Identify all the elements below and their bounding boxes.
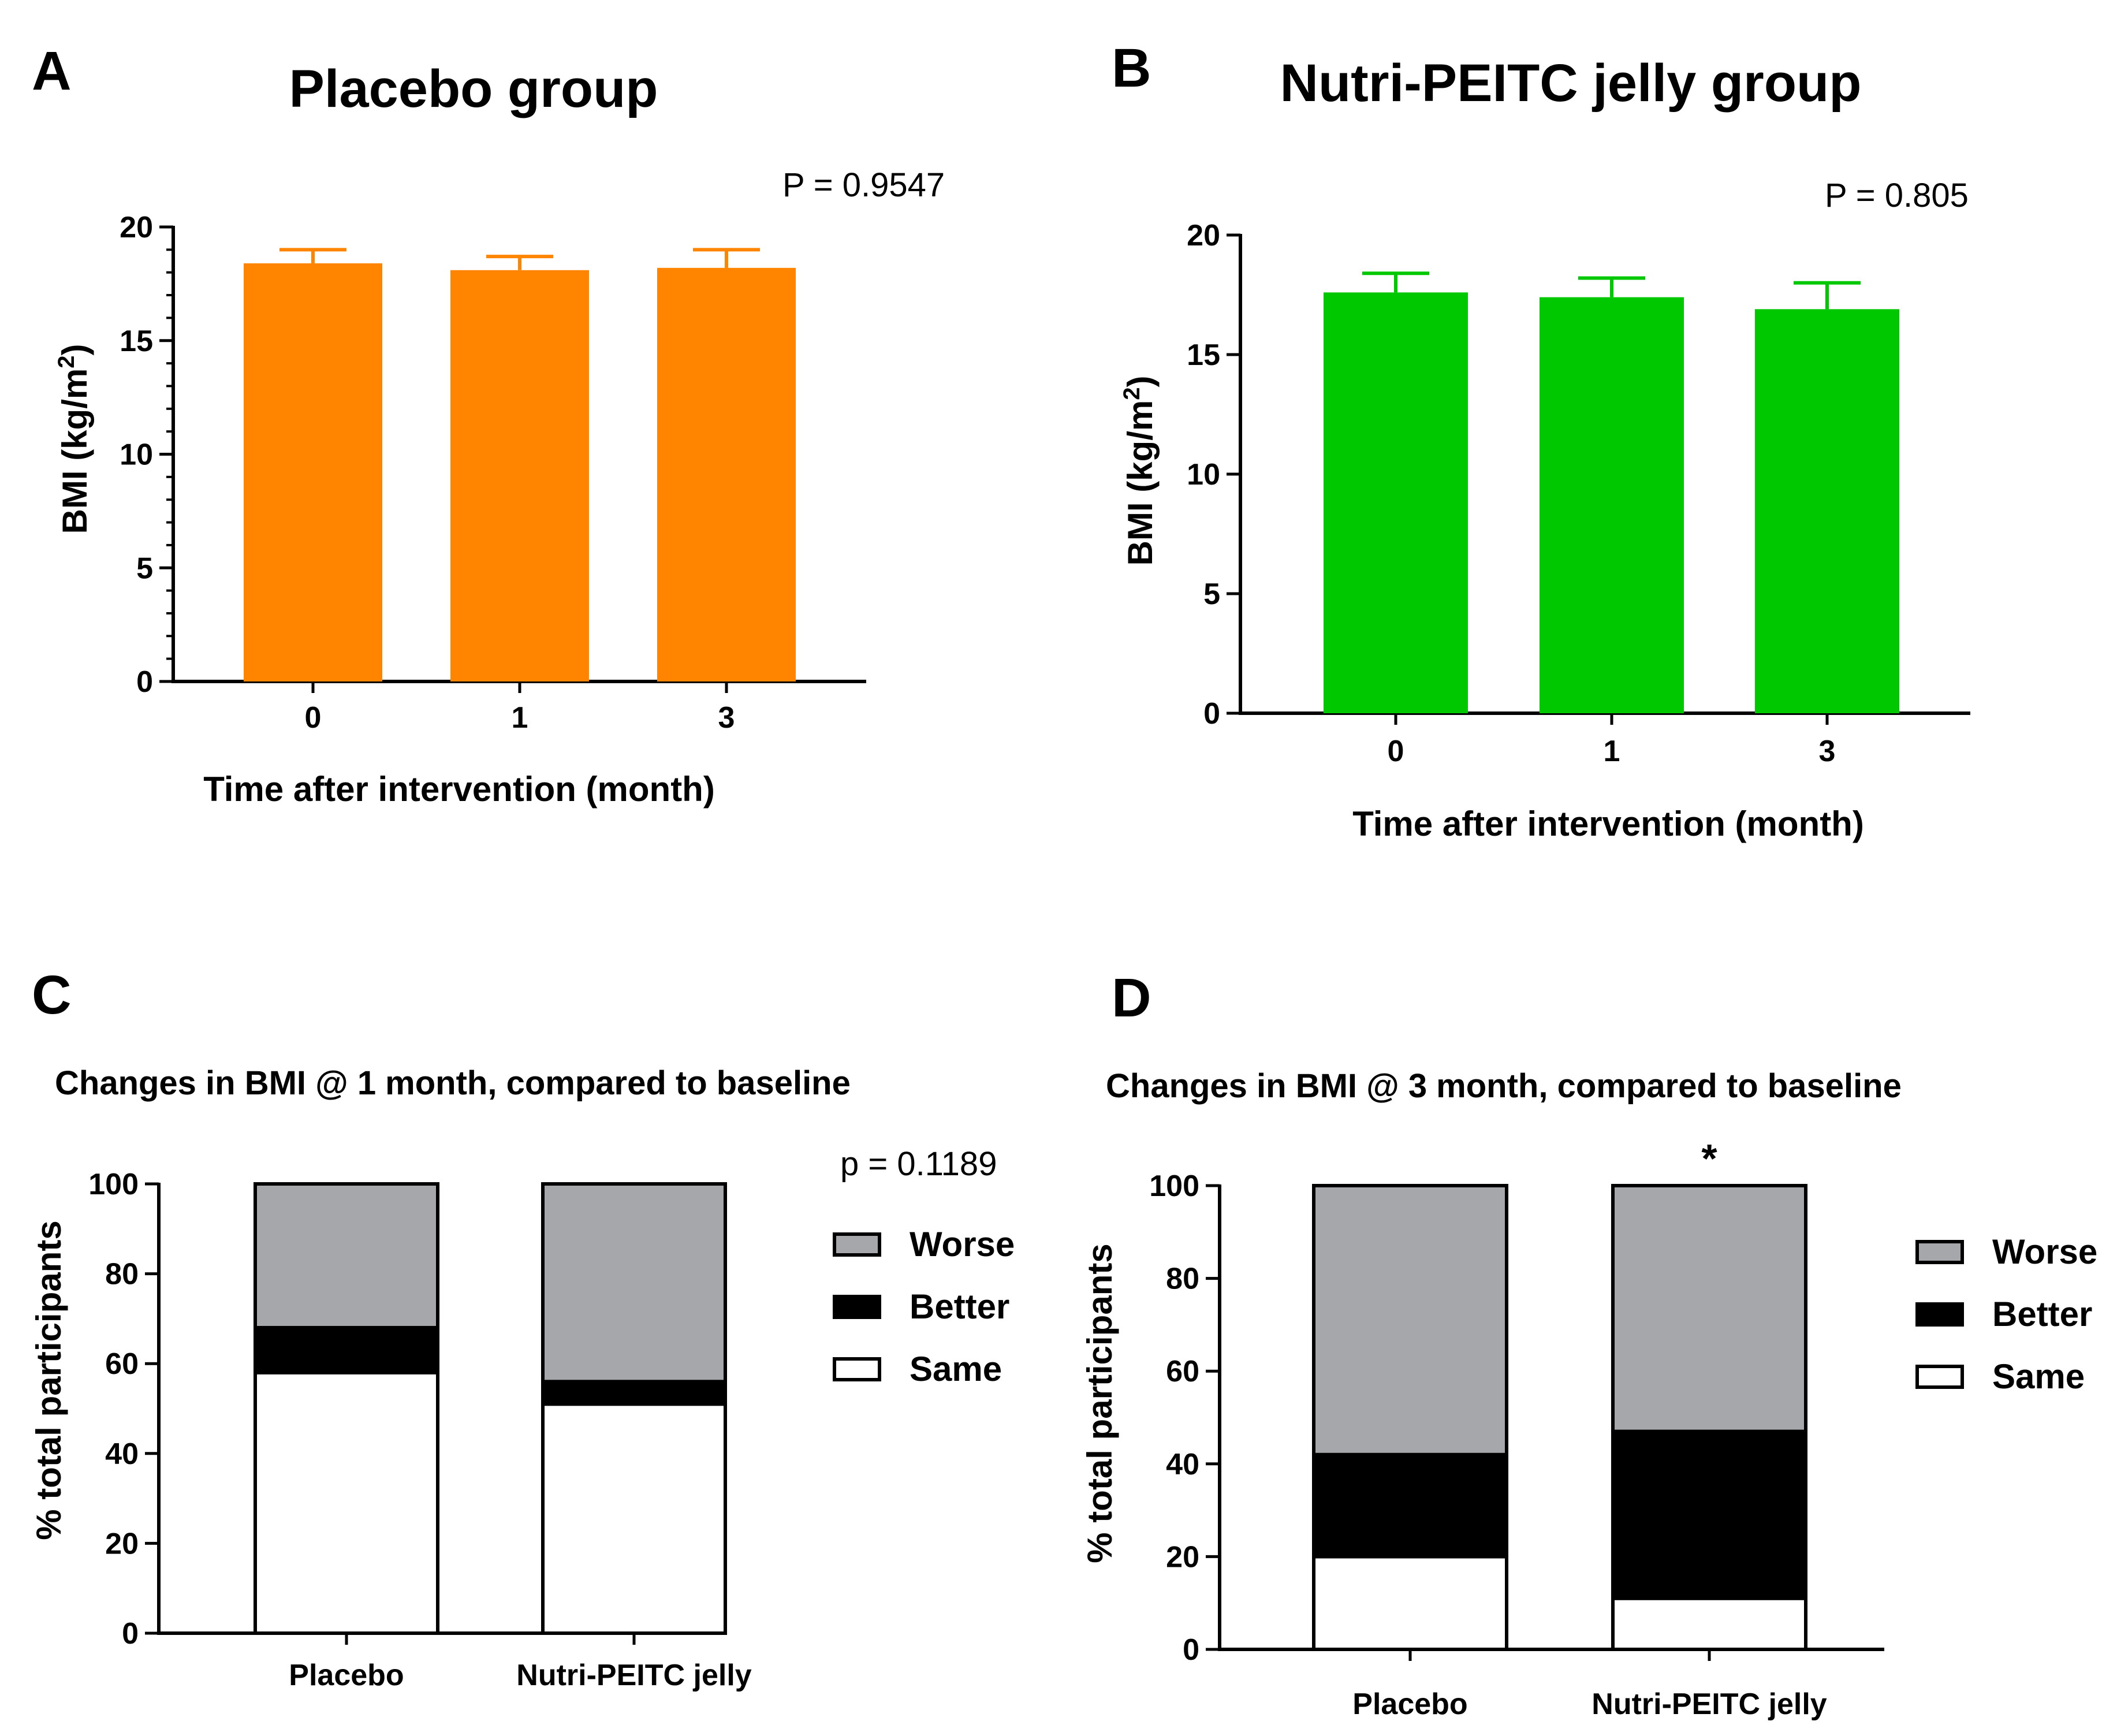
panel-a-x-axis-label: Time after intervention (month) xyxy=(203,770,715,809)
y-tick-label: 10 xyxy=(1187,458,1220,491)
bar-segment-better xyxy=(254,1325,439,1374)
legend-label-same: Same xyxy=(910,1350,1002,1388)
y-tick-label: 0 xyxy=(1203,697,1220,731)
y-tick-label: 80 xyxy=(1166,1262,1199,1296)
panel-b-y-axis-label: BMI (kg/m2) xyxy=(1119,376,1160,566)
bar-segment-worse xyxy=(541,1182,727,1384)
panel-c-title: Changes in BMI @ 1 month, compared to ba… xyxy=(55,1064,851,1102)
y-tick-label: 20 xyxy=(105,1527,139,1560)
y-tick-label: 60 xyxy=(1166,1355,1199,1388)
panel-a: A Placebo group P = 0.9547 Time after in… xyxy=(32,40,945,809)
y-tick-label: 60 xyxy=(105,1347,139,1381)
legend-swatch-same xyxy=(1915,1365,1964,1389)
panel-a-letter: A xyxy=(32,40,72,102)
y-tick-label: 80 xyxy=(105,1258,139,1291)
y-tick-label: 5 xyxy=(136,552,153,585)
legend-label-worse: Worse xyxy=(1992,1232,2097,1271)
significance-star: * xyxy=(1701,1136,1717,1181)
panel-b-letter: B xyxy=(1112,38,1151,99)
panel-d-title: Changes in BMI @ 3 month, compared to ba… xyxy=(1106,1067,1902,1105)
bar xyxy=(1755,309,1899,713)
panel-d-y-axis-label: % total participants xyxy=(1080,1243,1119,1563)
x-tick-label: Placebo xyxy=(1352,1687,1467,1721)
y-tick-label: 20 xyxy=(1166,1540,1199,1574)
y-tick-label: 40 xyxy=(1166,1448,1199,1481)
legend-swatch-better xyxy=(1915,1302,1964,1327)
y-tick-label: 15 xyxy=(120,325,153,358)
bar-segment-better xyxy=(1312,1452,1508,1559)
panel-d-letter: D xyxy=(1112,967,1151,1029)
y-tick-label: 40 xyxy=(105,1437,139,1471)
legend-swatch-worse xyxy=(833,1232,881,1257)
bar-segment-better xyxy=(541,1380,727,1406)
y-tick-label: 0 xyxy=(122,1617,139,1651)
panel-c-p-value: p = 0.1189 xyxy=(840,1145,997,1183)
panel-a-plot: 0 5 10 15 20 0 1 3 xyxy=(120,211,866,735)
legend-swatch-worse xyxy=(1915,1240,1964,1264)
panel-c-plot: 0 20 40 60 80 100 Placebo Nutri-PEITC jelly xyxy=(88,1168,752,1692)
panel-b-x-axis-label: Time after intervention (month) xyxy=(1352,804,1864,843)
bar-segment-worse xyxy=(1312,1184,1508,1456)
panel-b-plot: 0 5 10 15 20 0 1 3 xyxy=(1187,219,1970,768)
legend-label-better: Better xyxy=(1992,1295,2092,1333)
y-tick-label: 15 xyxy=(1187,338,1220,372)
bar xyxy=(450,270,589,681)
bar-segment-same xyxy=(1611,1596,1807,1651)
x-tick-label: 0 xyxy=(305,701,322,735)
y-tick-label: 10 xyxy=(120,438,153,472)
bar-segment-same xyxy=(1312,1555,1508,1651)
panel-b: B Nutri-PEITC jelly group P = 0.805 Time… xyxy=(1112,38,1970,843)
bar xyxy=(1540,297,1684,713)
panel-c: C Changes in BMI @ 1 month, compared to … xyxy=(29,964,1015,1692)
x-tick-label: Placebo xyxy=(289,1659,404,1692)
x-tick-label: 0 xyxy=(1388,735,1404,768)
legend-label-same: Same xyxy=(1992,1357,2085,1396)
bar xyxy=(244,263,382,682)
y-tick-label: 20 xyxy=(120,211,153,244)
panel-d-plot: 0 20 40 60 80 100 Placebo Nutri-PEITC jelly * xyxy=(1149,1136,1884,1721)
panel-d: D Changes in BMI @ 3 month, compared to … xyxy=(1080,967,2097,1721)
y-tick-label: 20 xyxy=(1187,219,1220,252)
panel-b-p-value: P = 0.805 xyxy=(1825,177,1969,214)
bar-segment-worse xyxy=(254,1182,439,1329)
y-tick-label: 0 xyxy=(136,665,153,699)
y-tick-label: 100 xyxy=(88,1168,139,1201)
bar-segment-better xyxy=(1611,1429,1807,1600)
bar-segment-same xyxy=(254,1370,439,1635)
x-tick-label: 1 xyxy=(512,701,528,735)
legend-swatch-same xyxy=(833,1357,881,1381)
x-tick-label: 3 xyxy=(1819,735,1836,768)
panel-a-y-axis-label: BMI (kg/m2) xyxy=(54,344,94,534)
panel-d-legend: Worse Better Same xyxy=(1915,1232,2097,1396)
bar xyxy=(657,267,796,682)
y-tick-label: 0 xyxy=(1183,1633,1199,1667)
panel-b-title: Nutri-PEITC jelly group xyxy=(1280,54,1862,113)
legend-label-worse: Worse xyxy=(910,1225,1015,1264)
panel-a-title: Placebo group xyxy=(289,59,658,118)
legend-label-better: Better xyxy=(910,1287,1009,1326)
x-tick-label: 1 xyxy=(1604,735,1620,768)
panel-c-letter: C xyxy=(32,964,72,1026)
y-tick-label: 100 xyxy=(1149,1169,1199,1203)
x-tick-label: 3 xyxy=(718,701,735,735)
panel-a-p-value: P = 0.9547 xyxy=(782,166,945,204)
x-tick-label: Nutri-PEITC jelly xyxy=(1592,1687,1827,1721)
panel-c-legend: Worse Better Same xyxy=(833,1225,1015,1388)
x-tick-label: Nutri-PEITC jelly xyxy=(516,1659,751,1692)
legend-swatch-better xyxy=(833,1295,881,1319)
bar-segment-same xyxy=(541,1402,727,1635)
y-tick-label: 5 xyxy=(1203,578,1220,611)
bar-segment-worse xyxy=(1611,1184,1807,1433)
panel-c-y-axis-label: % total participants xyxy=(29,1220,68,1540)
bar xyxy=(1324,292,1468,713)
